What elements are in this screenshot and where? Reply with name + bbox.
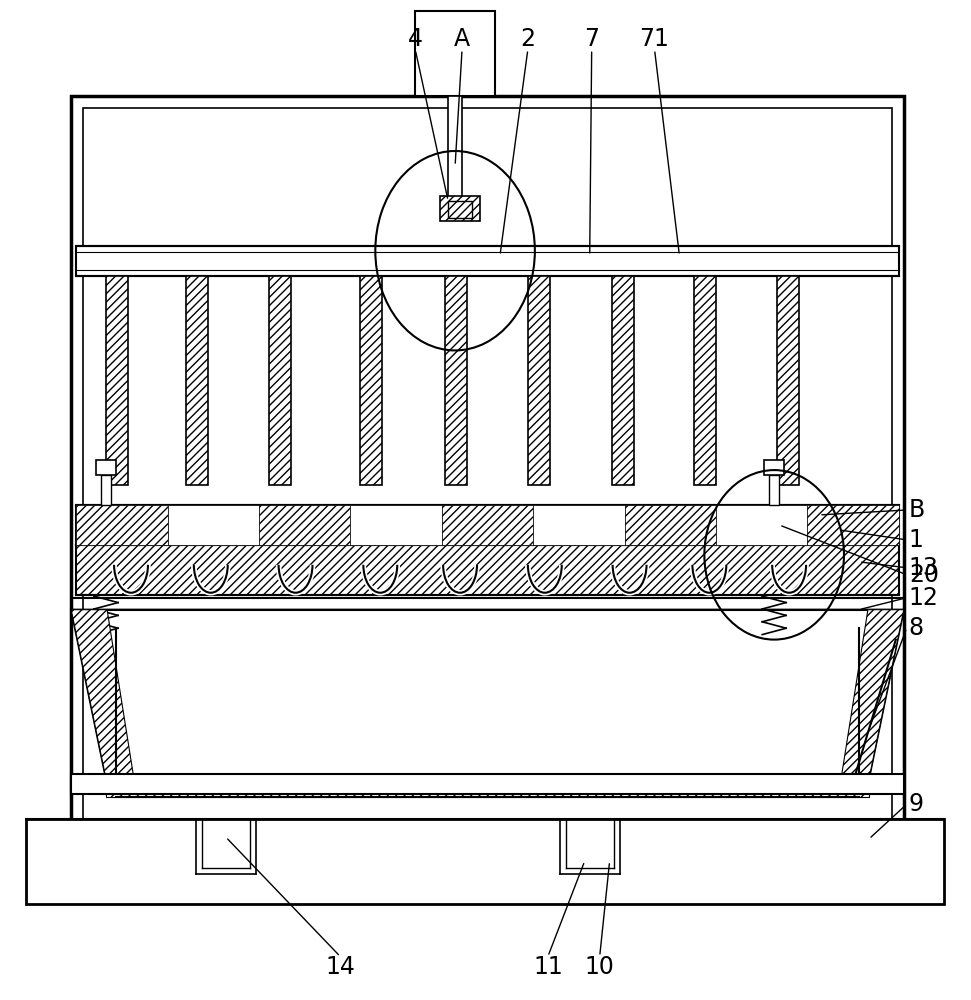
Bar	[440, 196, 480, 221]
Bar	[71, 774, 904, 794]
Bar	[26, 819, 944, 904]
Bar	[168, 505, 259, 545]
Text: 12: 12	[909, 586, 939, 610]
Text: 9: 9	[909, 792, 923, 816]
Bar	[448, 201, 472, 218]
Bar	[612, 276, 633, 485]
Bar	[76, 505, 168, 545]
Text: 20: 20	[909, 563, 939, 587]
Polygon shape	[71, 610, 904, 779]
Bar	[777, 276, 799, 485]
Text: 8: 8	[909, 616, 924, 640]
Bar	[694, 276, 717, 485]
Text: 71: 71	[640, 27, 669, 51]
Polygon shape	[71, 610, 134, 779]
Bar	[76, 545, 899, 595]
Bar	[101, 475, 111, 505]
Bar	[528, 276, 550, 485]
Text: 14: 14	[325, 955, 355, 979]
Bar	[445, 276, 467, 485]
Text: 7: 7	[585, 27, 599, 51]
Bar	[448, 96, 462, 211]
Polygon shape	[841, 610, 904, 779]
Bar	[624, 505, 716, 545]
Bar	[360, 276, 383, 485]
Bar	[442, 505, 533, 545]
Bar	[351, 505, 442, 545]
Text: 4: 4	[408, 27, 422, 51]
Text: 10: 10	[585, 955, 615, 979]
Bar	[259, 505, 351, 545]
Bar	[106, 276, 128, 485]
Bar	[84, 108, 891, 862]
Text: 13: 13	[909, 556, 939, 580]
Bar	[96, 460, 117, 475]
Bar	[76, 505, 899, 545]
Polygon shape	[106, 779, 869, 797]
Text: 11: 11	[533, 955, 563, 979]
Bar	[764, 460, 785, 475]
Bar	[808, 505, 899, 545]
Bar	[416, 11, 495, 96]
Bar	[716, 505, 808, 545]
Bar	[769, 475, 779, 505]
Bar	[185, 276, 208, 485]
Bar	[533, 505, 624, 545]
Text: 1: 1	[909, 528, 923, 552]
Text: 2: 2	[520, 27, 535, 51]
Bar	[76, 246, 899, 276]
Text: A: A	[454, 27, 470, 51]
Bar	[269, 276, 290, 485]
Bar	[71, 96, 904, 874]
Text: B: B	[909, 498, 925, 522]
